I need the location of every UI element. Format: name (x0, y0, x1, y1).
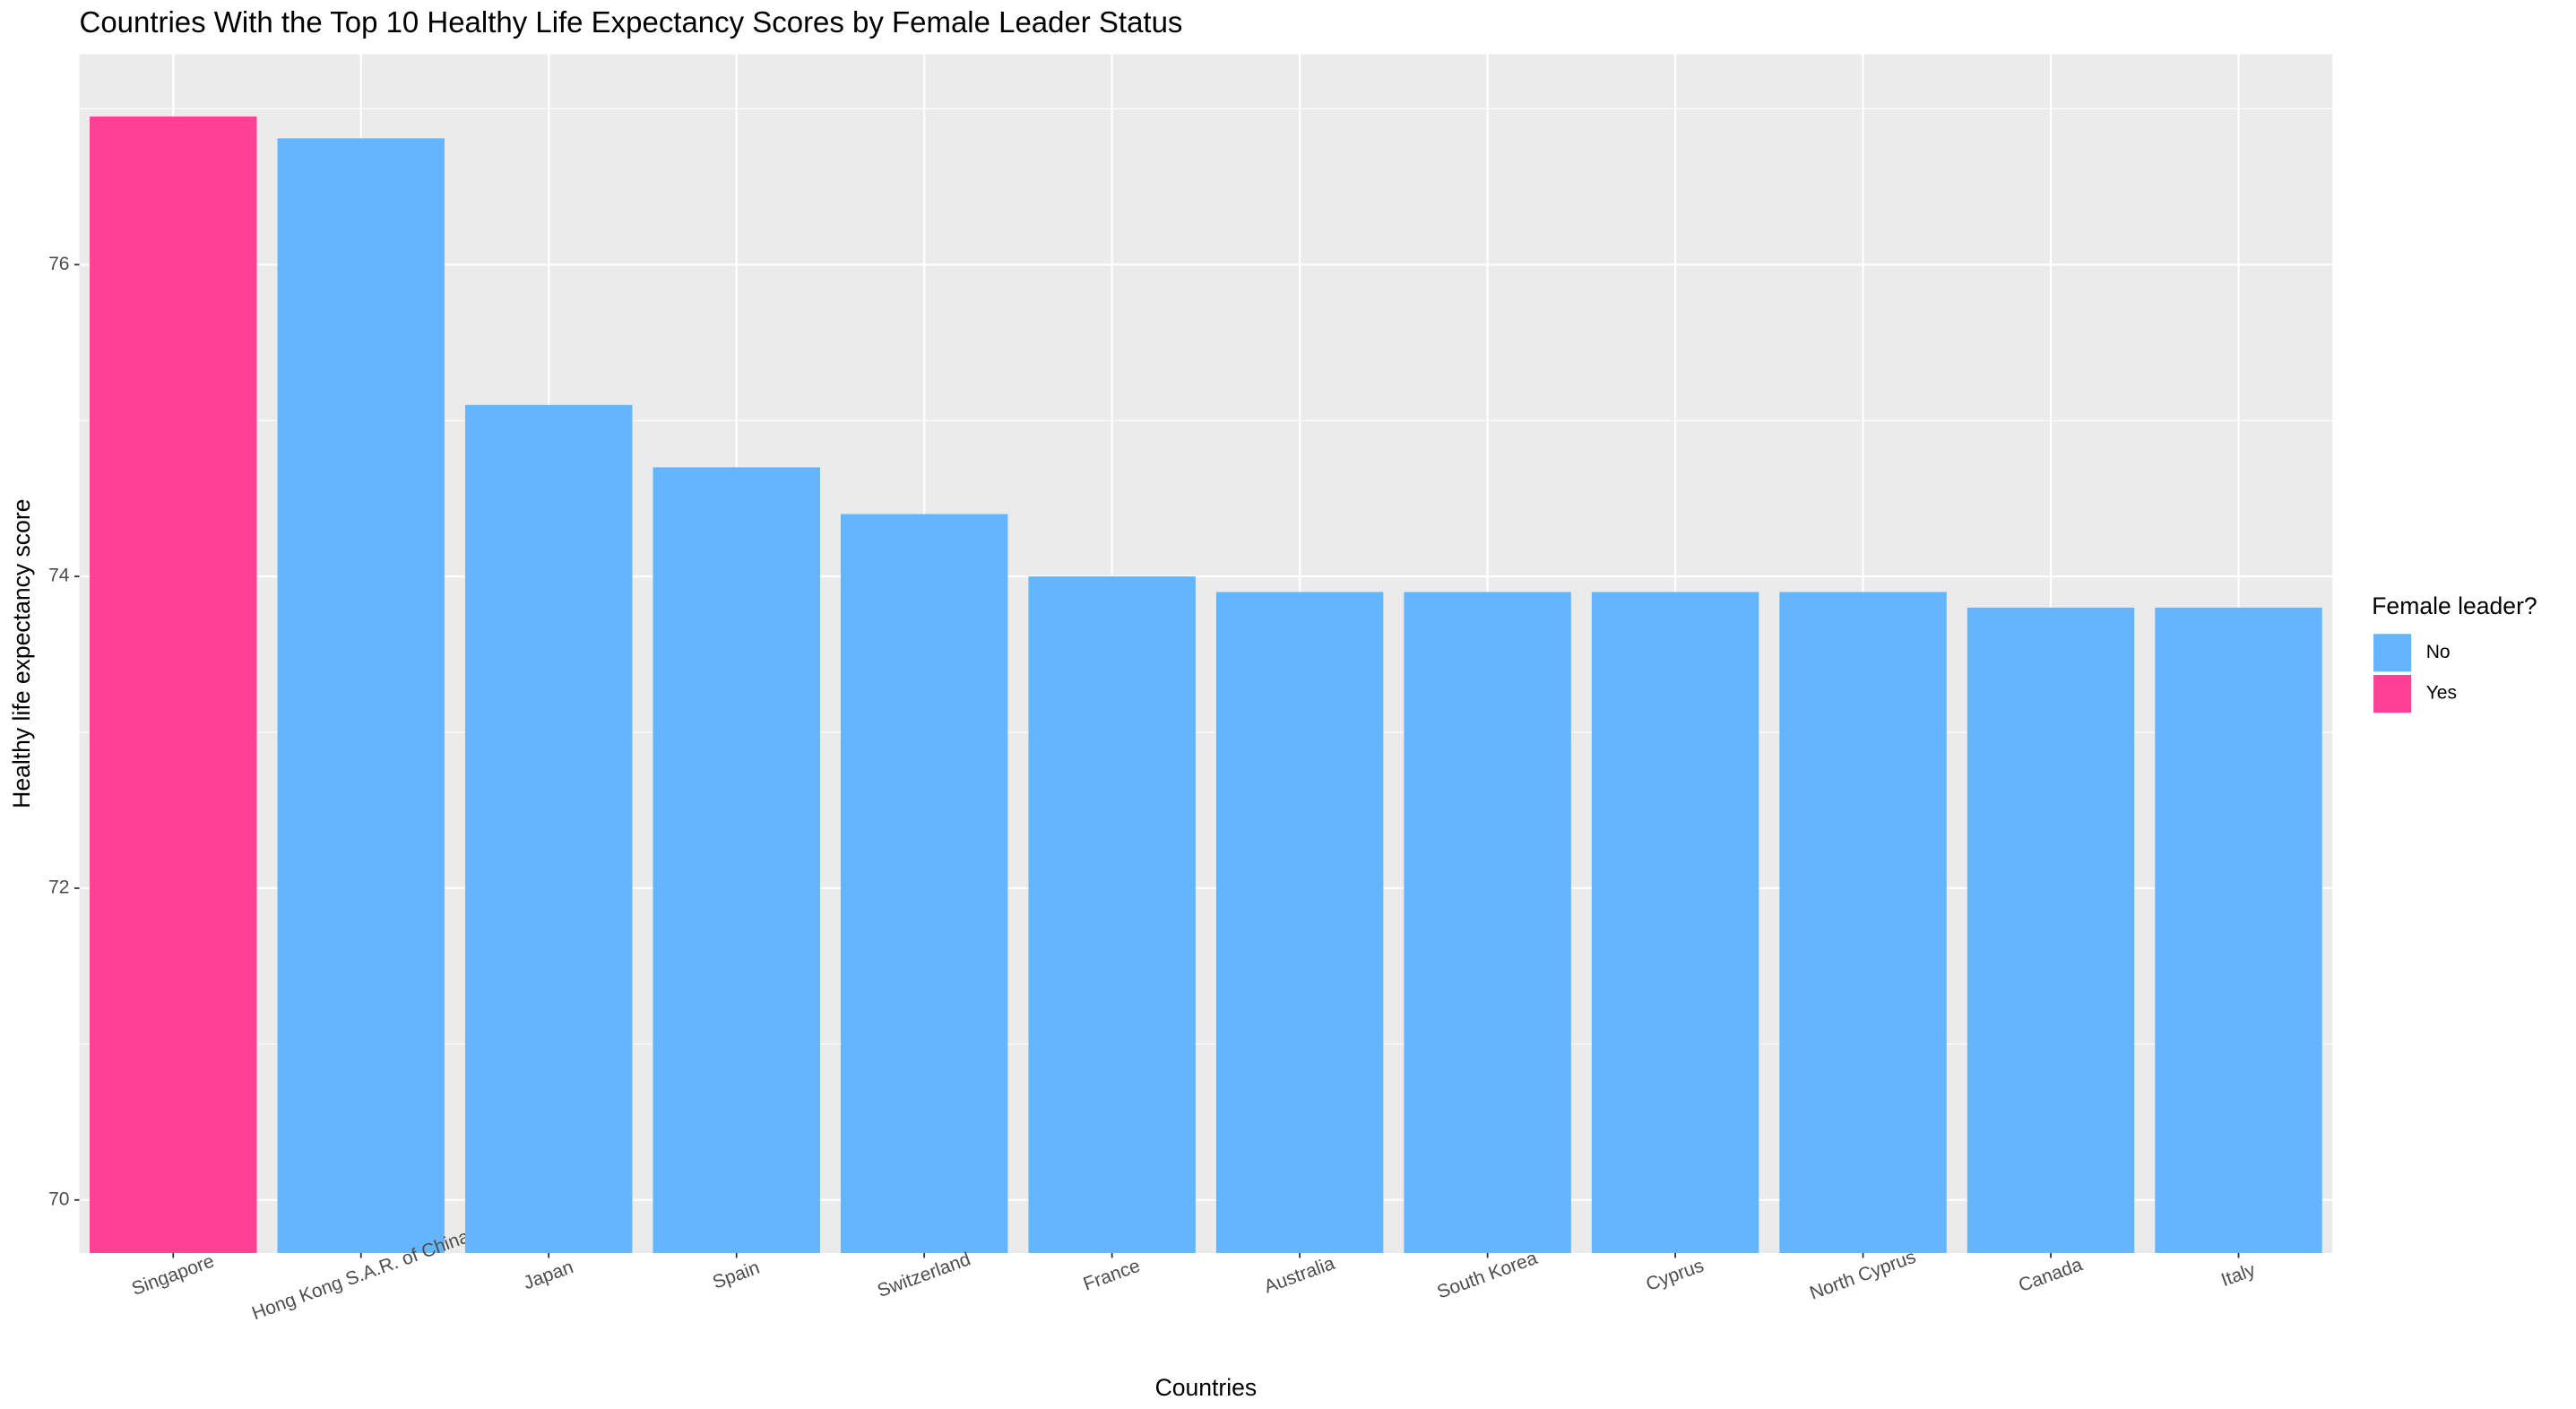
x-tick-label: Italy (2218, 1259, 2259, 1291)
bar (653, 467, 820, 1253)
y-tick-label: 76 (48, 254, 69, 274)
x-axis-title: Countries (1155, 1374, 1258, 1401)
legend-label: Yes (2426, 683, 2457, 704)
bar (2155, 607, 2322, 1253)
x-tick-label: Australia (1261, 1253, 1337, 1298)
y-tick-label: 72 (48, 877, 69, 898)
bar (465, 404, 633, 1253)
chart-title: Countries With the Top 10 Healthy Life E… (80, 5, 1183, 39)
y-tick-label: 70 (48, 1189, 69, 1209)
x-tick-label: Singapore (129, 1250, 217, 1299)
legend-key (2373, 634, 2412, 672)
plot-panel (79, 54, 2333, 1253)
legend-title: Female leader? (2372, 592, 2537, 619)
bar (277, 138, 445, 1253)
bar (1404, 592, 1571, 1253)
legend-label: No (2426, 642, 2451, 662)
bar (90, 117, 257, 1253)
bar (1967, 607, 2135, 1253)
x-tick-label: Cyprus (1644, 1256, 1707, 1295)
bar (1779, 592, 1947, 1253)
x-tick-label: Canada (2016, 1254, 2085, 1296)
bar (1028, 576, 1196, 1253)
y-tick-label: 74 (48, 566, 70, 586)
x-tick-label: France (1081, 1256, 1143, 1295)
x-tick-label: Spain (710, 1258, 762, 1293)
bar (1591, 592, 1759, 1253)
y-axis-title: Healthy life expectancy score (8, 499, 35, 808)
legend-key (2373, 675, 2412, 713)
x-tick-label: Japan (521, 1257, 576, 1293)
bar (1215, 592, 1384, 1253)
bar (840, 514, 1008, 1253)
